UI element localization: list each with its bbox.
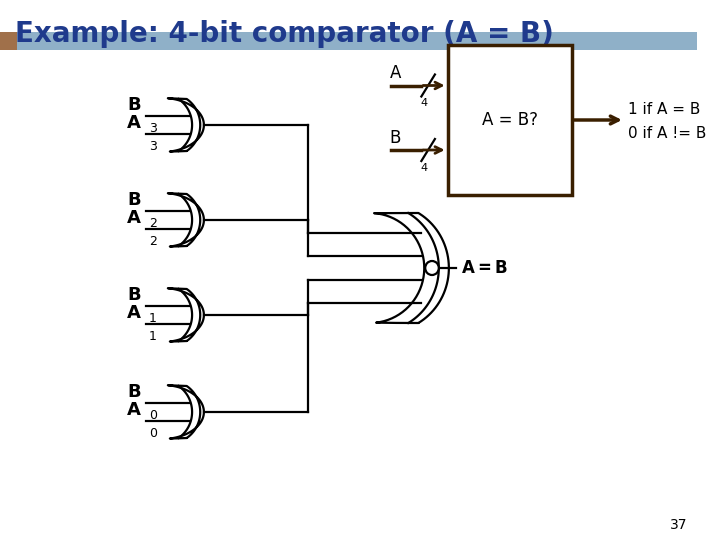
Text: 1: 1	[149, 312, 157, 325]
Text: B: B	[127, 383, 141, 401]
Text: A: A	[127, 114, 141, 132]
Bar	[0, 32, 17, 50]
Text: B: B	[390, 129, 401, 147]
Text: 1: 1	[149, 330, 157, 343]
Text: 0 if A != B: 0 if A != B	[628, 126, 706, 141]
Text: A: A	[127, 305, 141, 322]
Polygon shape	[168, 193, 204, 247]
Text: B: B	[127, 96, 141, 113]
Text: A: A	[390, 64, 401, 83]
Text: 2: 2	[149, 235, 157, 248]
Circle shape	[426, 261, 438, 275]
Text: $\mathbf{A = B}$: $\mathbf{A = B}$	[461, 259, 508, 277]
Bar	[0, 32, 698, 50]
Text: A: A	[127, 210, 141, 227]
Polygon shape	[168, 385, 204, 438]
Text: 4: 4	[420, 163, 428, 173]
Polygon shape	[168, 288, 204, 341]
Text: 0: 0	[149, 427, 157, 440]
Text: A: A	[127, 401, 141, 420]
Polygon shape	[168, 98, 204, 152]
Text: B: B	[127, 286, 141, 303]
Text: 3: 3	[149, 122, 157, 134]
Text: 0: 0	[149, 409, 157, 422]
Text: 37: 37	[670, 518, 688, 532]
Polygon shape	[374, 213, 449, 323]
Text: A = B?: A = B?	[482, 111, 538, 129]
Text: 2: 2	[149, 217, 157, 230]
Text: B: B	[127, 191, 141, 208]
Bar	[448, 45, 572, 195]
Text: 1 if A = B: 1 if A = B	[628, 103, 700, 118]
Text: 4: 4	[420, 98, 428, 109]
Text: 3: 3	[149, 140, 157, 153]
Text: Example: 4-bit comparator (A = B): Example: 4-bit comparator (A = B)	[14, 20, 554, 48]
